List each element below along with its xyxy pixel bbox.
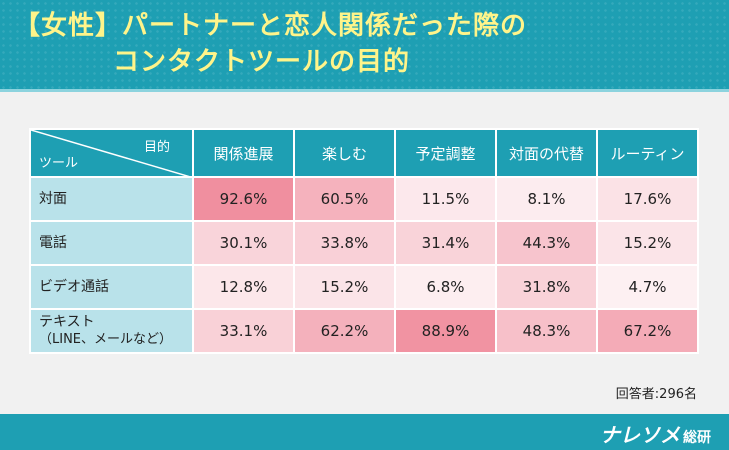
- column-header: 楽しむ: [293, 128, 396, 178]
- table-row: テキスト （LINE、メールなど） 33.1% 62.2% 88.9% 48.3…: [29, 308, 699, 354]
- corner-cell: 目的 ツール: [29, 128, 194, 178]
- value-cell: 8.1%: [495, 176, 598, 222]
- row-label-sub: （LINE、メールなど）: [39, 332, 173, 347]
- brand-logo: ナレソメ 総研: [600, 419, 711, 448]
- row-label-main: ビデオ通話: [39, 279, 109, 295]
- column-header: 予定調整: [394, 128, 497, 178]
- row-label: 対面: [29, 176, 194, 222]
- row-label-main: 電話: [39, 235, 67, 251]
- table-row: ビデオ通話 12.8% 15.2% 6.8% 31.8% 4.7%: [29, 264, 699, 310]
- value-cell: 67.2%: [596, 308, 699, 354]
- value-cell: 30.1%: [192, 220, 295, 266]
- value-cell: 92.6%: [192, 176, 295, 222]
- logo-sub-text: 総研: [683, 430, 711, 446]
- value-cell: 31.4%: [394, 220, 497, 266]
- column-header: 対面の代替: [495, 128, 598, 178]
- row-label: ビデオ通話: [29, 264, 194, 310]
- corner-label-purpose: 目的: [143, 140, 170, 155]
- row-label: テキスト （LINE、メールなど）: [29, 308, 194, 354]
- logo-main-text: ナレソメ: [600, 423, 680, 447]
- respondent-count: 回答者:296名: [615, 387, 697, 402]
- value-cell: 88.9%: [394, 308, 497, 354]
- column-header: 関係進展: [192, 128, 295, 178]
- value-cell: 4.7%: [596, 264, 699, 310]
- header-row: 目的 ツール 関係進展 楽しむ 予定調整 対面の代替 ルーティン: [29, 128, 699, 178]
- corner-diagonal: [31, 130, 194, 178]
- data-table: 目的 ツール 関係進展 楽しむ 予定調整 対面の代替 ルーティン 対面 92.6…: [29, 128, 699, 354]
- footer-bar: ナレソメ 総研: [0, 414, 729, 450]
- value-cell: 60.5%: [293, 176, 396, 222]
- value-cell: 11.5%: [394, 176, 497, 222]
- value-cell: 31.8%: [495, 264, 598, 310]
- table-row: 電話 30.1% 33.8% 31.4% 44.3% 15.2%: [29, 220, 699, 266]
- value-cell: 15.2%: [596, 220, 699, 266]
- value-cell: 12.8%: [192, 264, 295, 310]
- value-cell: 15.2%: [293, 264, 396, 310]
- value-cell: 17.6%: [596, 176, 699, 222]
- row-label-main: テキスト: [39, 314, 95, 330]
- title-line-1: 【女性】パートナーと恋人関係だった際の: [14, 11, 528, 41]
- value-cell: 6.8%: [394, 264, 497, 310]
- value-cell: 62.2%: [293, 308, 396, 354]
- header-banner: 【女性】パートナーと恋人関係だった際の コンタクトツールの目的: [0, 0, 729, 92]
- column-header: ルーティン: [596, 128, 699, 178]
- title-line-2: コンタクトツールの目的: [113, 47, 411, 77]
- corner-label-tool: ツール: [39, 156, 79, 171]
- value-cell: 33.1%: [192, 308, 295, 354]
- value-cell: 44.3%: [495, 220, 598, 266]
- value-cell: 33.8%: [293, 220, 396, 266]
- table-row: 対面 92.6% 60.5% 11.5% 8.1% 17.6%: [29, 176, 699, 222]
- row-label: 電話: [29, 220, 194, 266]
- value-cell: 48.3%: [495, 308, 598, 354]
- row-label-main: 対面: [39, 191, 67, 207]
